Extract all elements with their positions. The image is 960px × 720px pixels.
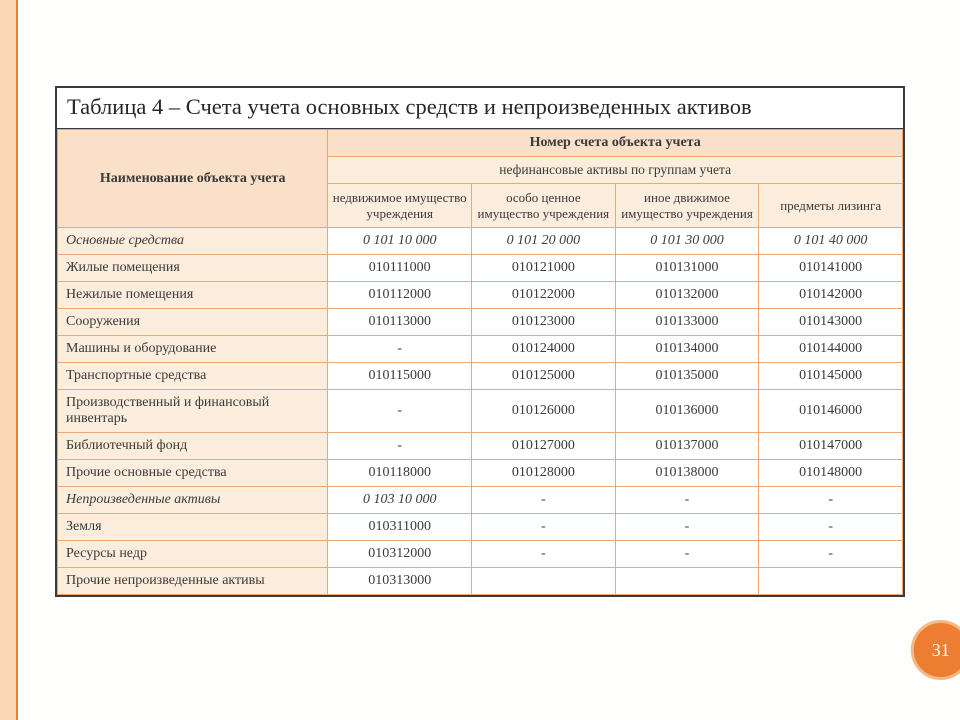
row-value: 010123000 xyxy=(472,309,616,336)
table-row: Прочие непроизведенные активы010313000 xyxy=(58,568,903,595)
row-value: - xyxy=(472,487,616,514)
row-value: 010148000 xyxy=(759,460,903,487)
row-value: 010147000 xyxy=(759,433,903,460)
row-value: 010146000 xyxy=(759,390,903,433)
row-value: - xyxy=(328,390,472,433)
row-value: 010124000 xyxy=(472,336,616,363)
table-body: Основные средства0 101 10 0000 101 20 00… xyxy=(58,228,903,595)
page-number-badge: 31 xyxy=(911,620,960,680)
col-header-1: особо ценное имущество учреждения xyxy=(472,184,616,228)
col-header-sub: нефинансовые активы по группам учета xyxy=(328,157,903,184)
col-header-number: Номер счета объекта учета xyxy=(328,130,903,157)
row-value: 0 101 30 000 xyxy=(615,228,759,255)
table-row: Нежилые помещения01011200001012200001013… xyxy=(58,282,903,309)
row-name: Библиотечный фонд xyxy=(58,433,328,460)
table-row: Транспортные средства0101150000101250000… xyxy=(58,363,903,390)
row-name: Нежилые помещения xyxy=(58,282,328,309)
row-name: Прочие непроизведенные активы xyxy=(58,568,328,595)
row-name: Прочие основные средства xyxy=(58,460,328,487)
row-name: Сооружения xyxy=(58,309,328,336)
col-header-2: иное движимое имущество учреждения xyxy=(615,184,759,228)
row-value: 010313000 xyxy=(328,568,472,595)
row-value: - xyxy=(759,541,903,568)
row-value: 010127000 xyxy=(472,433,616,460)
table-row: Прочие основные средства0101180000101280… xyxy=(58,460,903,487)
row-value: 010133000 xyxy=(615,309,759,336)
row-name: Земля xyxy=(58,514,328,541)
row-value: 010311000 xyxy=(328,514,472,541)
row-value: - xyxy=(759,487,903,514)
row-name: Жилые помещения xyxy=(58,255,328,282)
page-number: 31 xyxy=(932,640,950,661)
table-title: Таблица 4 – Счета учета основных средств… xyxy=(57,88,903,129)
row-value: 010112000 xyxy=(328,282,472,309)
row-value: 0 101 40 000 xyxy=(759,228,903,255)
row-name: Производственный и финансовый инвентарь xyxy=(58,390,328,433)
table-row: Библиотечный фонд-0101270000101370000101… xyxy=(58,433,903,460)
row-value: 010141000 xyxy=(759,255,903,282)
table-row: Производственный и финансовый инвентарь-… xyxy=(58,390,903,433)
row-name: Основные средства xyxy=(58,228,328,255)
row-value xyxy=(472,568,616,595)
row-value: 010136000 xyxy=(615,390,759,433)
row-value: 010115000 xyxy=(328,363,472,390)
row-value: 010143000 xyxy=(759,309,903,336)
row-value: 010131000 xyxy=(615,255,759,282)
row-value: 010312000 xyxy=(328,541,472,568)
row-value: 010138000 xyxy=(615,460,759,487)
row-name: Ресурсы недр xyxy=(58,541,328,568)
row-value: 010125000 xyxy=(472,363,616,390)
row-value: 010122000 xyxy=(472,282,616,309)
row-value: 010126000 xyxy=(472,390,616,433)
row-value: 0 101 10 000 xyxy=(328,228,472,255)
row-value xyxy=(615,568,759,595)
row-value: 010121000 xyxy=(472,255,616,282)
table-card: Таблица 4 – Счета учета основных средств… xyxy=(55,86,905,597)
row-value: 010144000 xyxy=(759,336,903,363)
slide-left-stripe xyxy=(0,0,18,720)
table-row: Машины и оборудование-010124000010134000… xyxy=(58,336,903,363)
row-value: - xyxy=(615,514,759,541)
row-value: - xyxy=(759,514,903,541)
col-header-name: Наименование объекта учета xyxy=(58,130,328,228)
row-value: 010113000 xyxy=(328,309,472,336)
row-value: 010142000 xyxy=(759,282,903,309)
row-value: - xyxy=(328,336,472,363)
row-value: 010145000 xyxy=(759,363,903,390)
row-value: 010128000 xyxy=(472,460,616,487)
table-row: Ресурсы недр010312000--- xyxy=(58,541,903,568)
row-value: 010118000 xyxy=(328,460,472,487)
table-row: Земля010311000--- xyxy=(58,514,903,541)
col-header-3: предметы лизинга xyxy=(759,184,903,228)
row-value xyxy=(759,568,903,595)
row-value: - xyxy=(472,541,616,568)
table-row: Непроизведенные активы0 103 10 000--- xyxy=(58,487,903,514)
row-value: 010111000 xyxy=(328,255,472,282)
row-value: - xyxy=(472,514,616,541)
table-row: Сооружения010113000010123000010133000010… xyxy=(58,309,903,336)
row-name: Машины и оборудование xyxy=(58,336,328,363)
row-value: 0 103 10 000 xyxy=(328,487,472,514)
row-value: - xyxy=(615,541,759,568)
slide: Таблица 4 – Счета учета основных средств… xyxy=(0,0,960,720)
row-value: - xyxy=(615,487,759,514)
row-name: Непроизведенные активы xyxy=(58,487,328,514)
row-value: 010134000 xyxy=(615,336,759,363)
accounts-table: Наименование объекта учета Номер счета о… xyxy=(57,129,903,595)
table-row: Жилые помещения0101110000101210000101310… xyxy=(58,255,903,282)
row-name: Транспортные средства xyxy=(58,363,328,390)
row-value: 010137000 xyxy=(615,433,759,460)
row-value: - xyxy=(328,433,472,460)
table-row: Основные средства0 101 10 0000 101 20 00… xyxy=(58,228,903,255)
row-value: 010132000 xyxy=(615,282,759,309)
row-value: 0 101 20 000 xyxy=(472,228,616,255)
row-value: 010135000 xyxy=(615,363,759,390)
col-header-0: недвижимое имущество учреждения xyxy=(328,184,472,228)
